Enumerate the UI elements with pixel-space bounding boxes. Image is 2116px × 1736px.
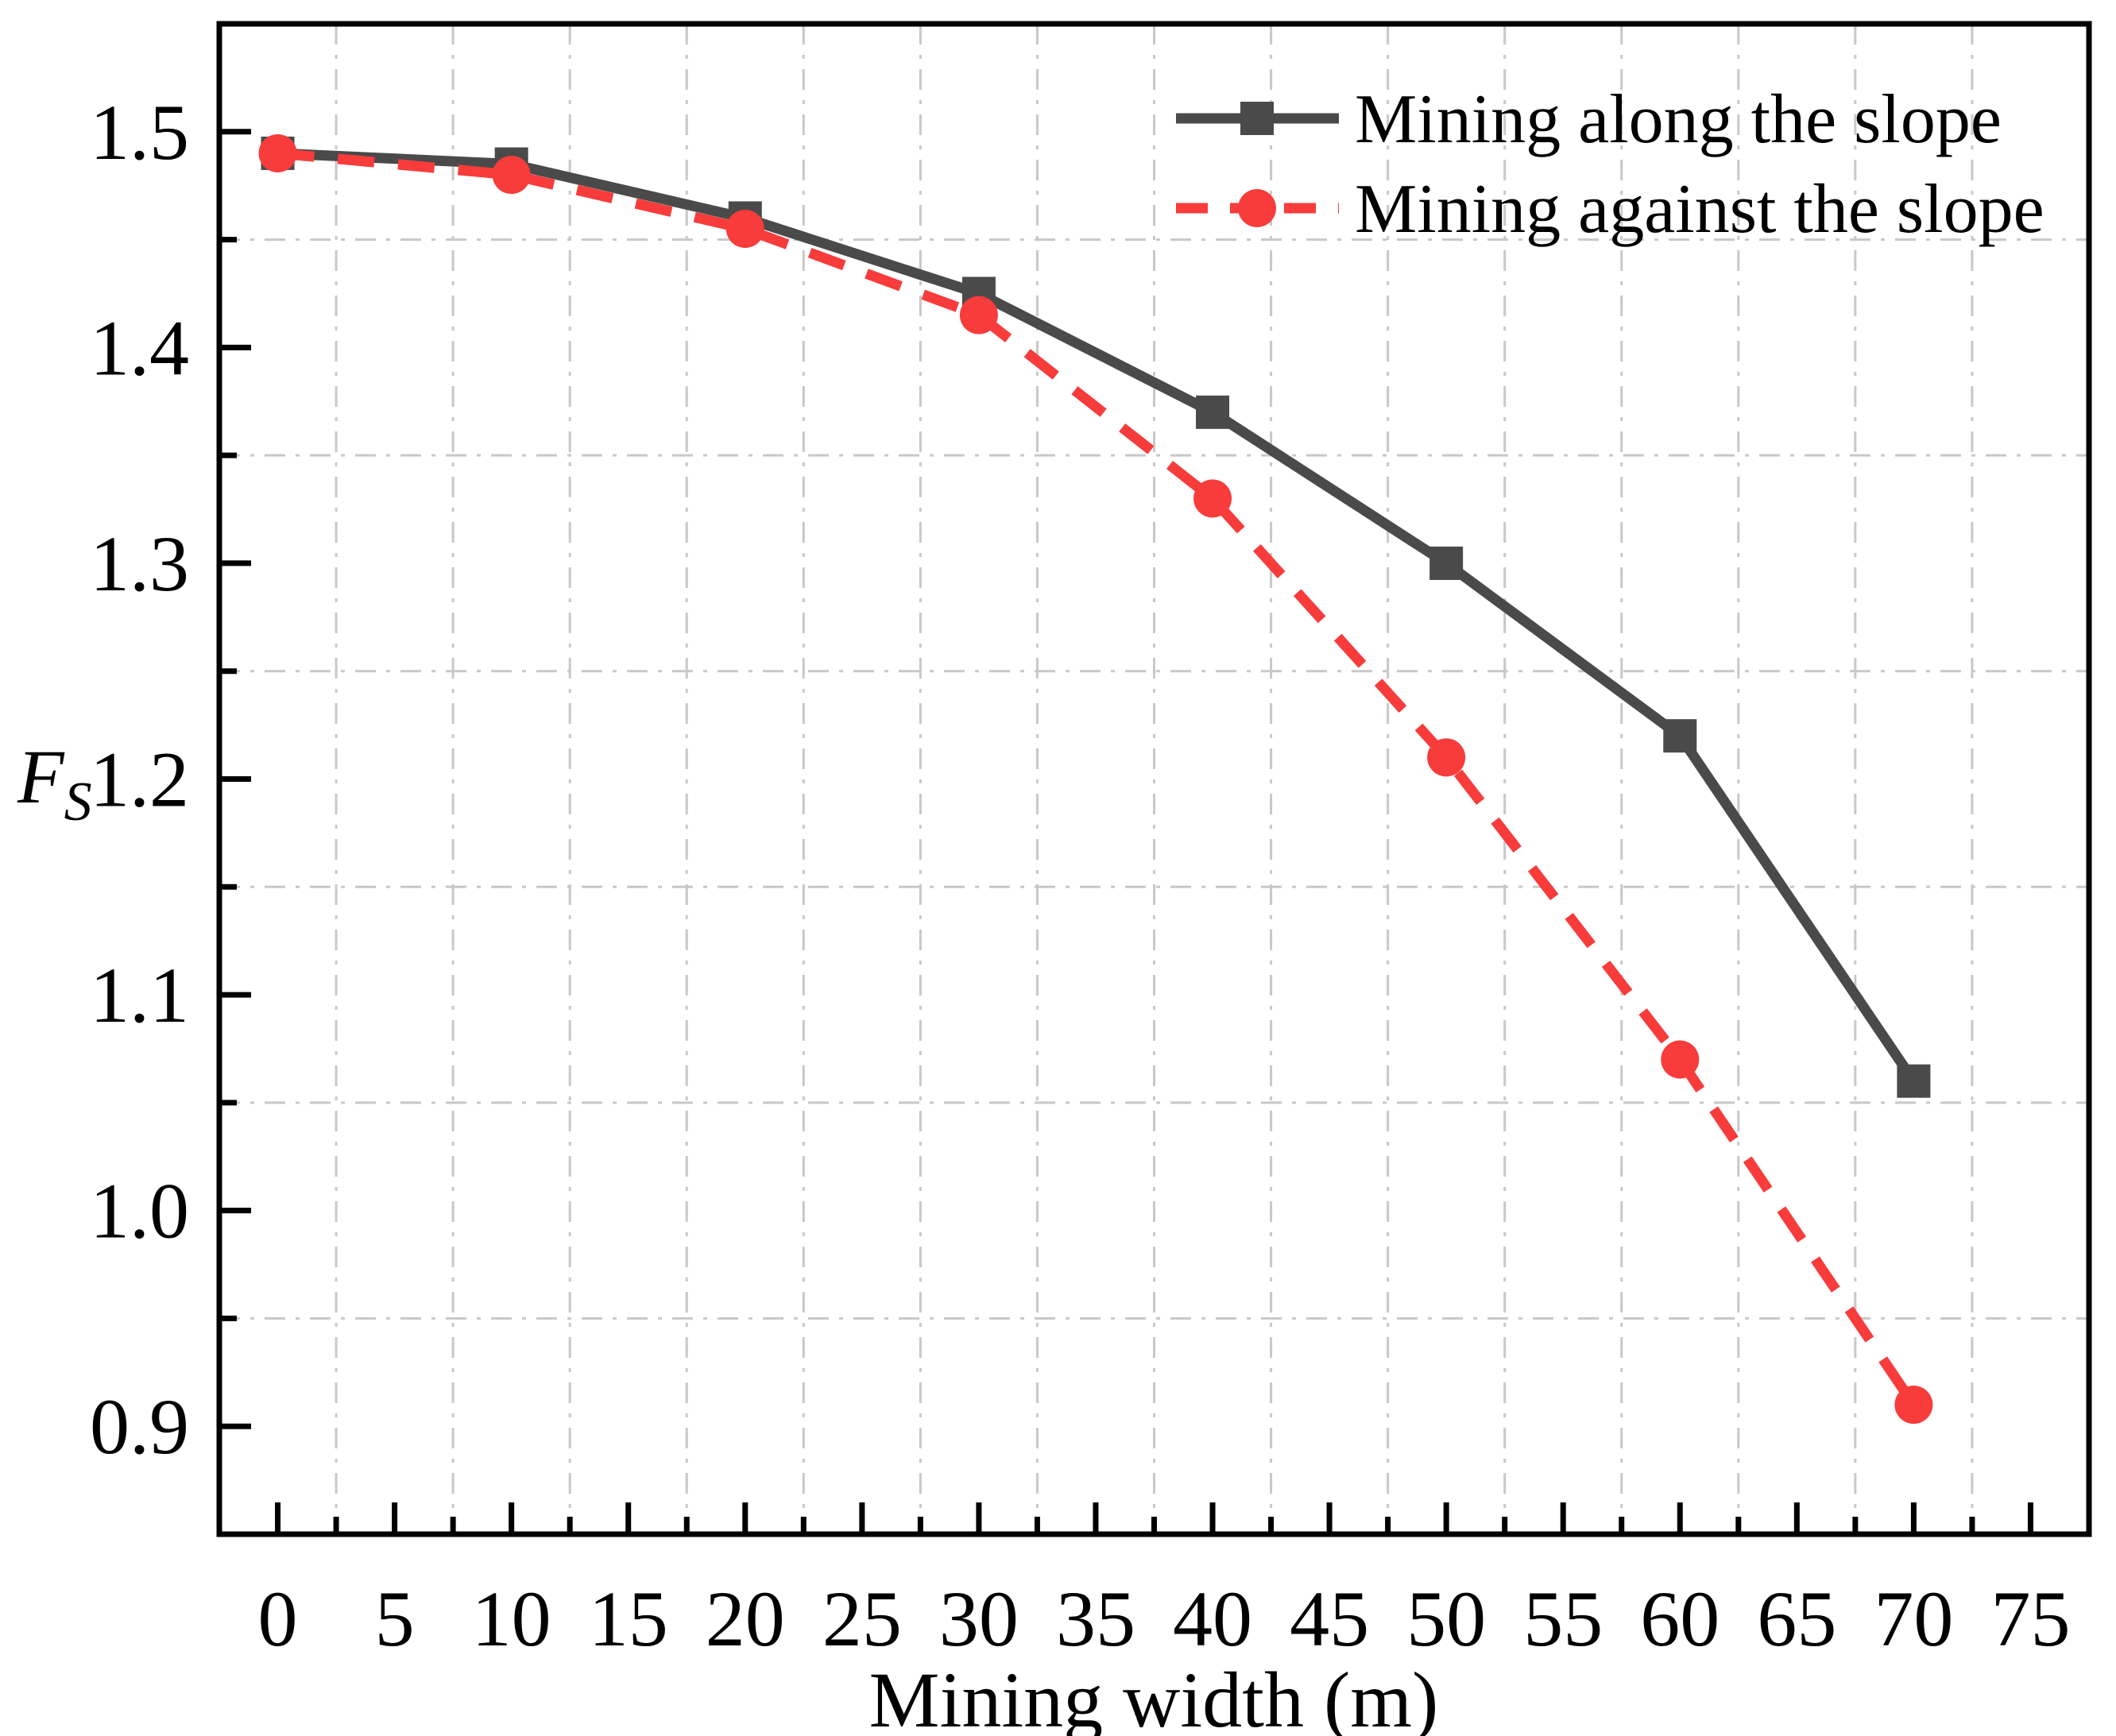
x-tick-label: 20 — [706, 1575, 785, 1663]
series-line-1 — [277, 148, 1918, 1408]
x-tick-label: 10 — [472, 1575, 551, 1663]
x-tick-label: 45 — [1290, 1575, 1369, 1663]
y-tick-label: 1.3 — [90, 520, 189, 608]
x-tick-label: 70 — [1874, 1575, 1953, 1663]
legend: Mining along the slope Mining against th… — [1355, 81, 2044, 248]
data-series — [258, 133, 1933, 1425]
data-point-square — [1196, 395, 1230, 429]
x-tick-label: 50 — [1406, 1575, 1486, 1663]
x-tick-label: 0 — [258, 1575, 298, 1663]
x-tick-label: 15 — [589, 1575, 668, 1663]
legend-glyphs — [1176, 102, 1339, 227]
data-point-circle — [959, 296, 998, 334]
legend-marker-circle — [1238, 189, 1276, 227]
legend-marker-square — [1240, 102, 1274, 135]
legend-label-mining-against: Mining against the slope — [1355, 171, 2044, 248]
x-axis-title: Mining width (m) — [869, 1656, 1439, 1736]
x-tick-label: 55 — [1523, 1575, 1603, 1663]
tick-labels: 0 5 10 15 20 25 30 35 40 45 50 55 60 65 70 75 0.9 1.0 1.1 1… — [90, 88, 2070, 1663]
y-tick-label: 1.0 — [90, 1167, 189, 1255]
y-tick-label: 1.4 — [90, 304, 189, 392]
y-tick-label: 1.2 — [90, 736, 189, 824]
data-point-square — [1897, 1064, 1931, 1098]
y-axis-title-letter: F — [17, 734, 65, 819]
x-tick-label: 75 — [1990, 1575, 2070, 1663]
y-tick-label: 1.5 — [90, 88, 189, 176]
data-point-circle — [725, 209, 764, 248]
x-tick-label: 30 — [939, 1575, 1019, 1663]
data-point-circle — [258, 133, 297, 172]
x-tick-label: 5 — [375, 1575, 415, 1663]
y-axis-title: FS — [17, 734, 92, 833]
data-point-circle — [1894, 1386, 1933, 1425]
x-tick-label: 40 — [1173, 1575, 1252, 1663]
x-tick-label: 25 — [822, 1575, 902, 1663]
data-point-square — [1429, 546, 1464, 580]
data-point-square — [1663, 719, 1697, 753]
data-point-circle — [1427, 738, 1466, 777]
x-tick-label: 65 — [1757, 1575, 1836, 1663]
axis-ticks — [219, 129, 2033, 1534]
y-tick-label: 0.9 — [90, 1382, 189, 1471]
y-axis-title-subscript: S — [64, 771, 92, 833]
data-point-circle — [1193, 479, 1232, 518]
x-tick-label: 60 — [1640, 1575, 1719, 1663]
y-tick-label: 1.1 — [90, 951, 189, 1039]
legend-label-mining-along: Mining along the slope — [1355, 81, 2002, 158]
data-point-circle — [1661, 1040, 1700, 1079]
grid-lines — [219, 24, 2089, 1534]
series-line-0 — [277, 148, 1918, 1085]
x-tick-label: 35 — [1056, 1575, 1135, 1663]
data-point-circle — [492, 156, 531, 195]
